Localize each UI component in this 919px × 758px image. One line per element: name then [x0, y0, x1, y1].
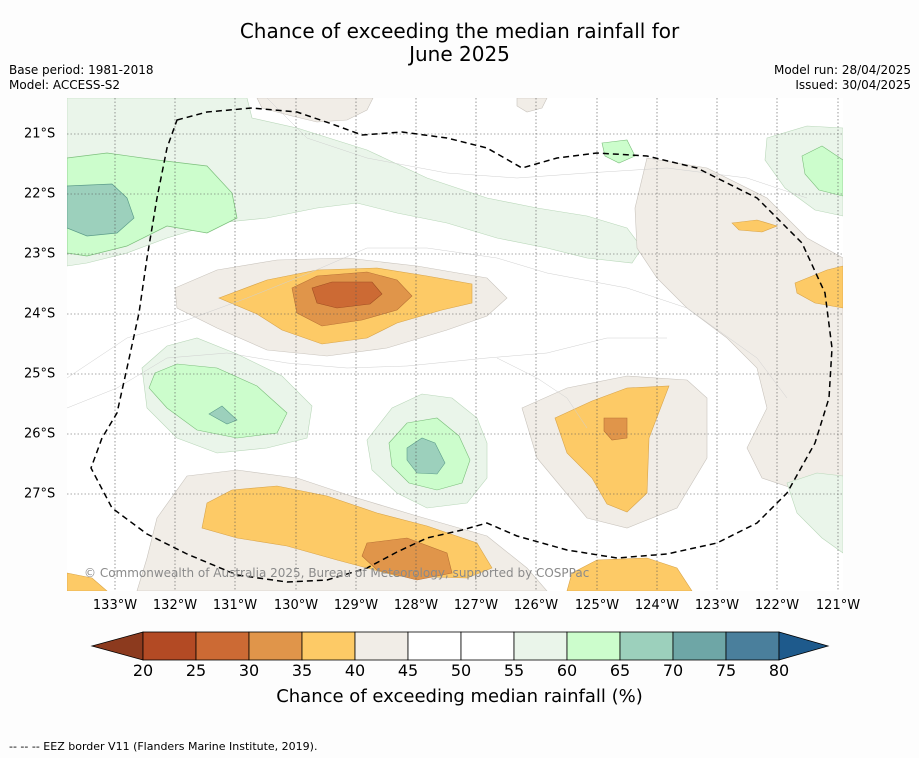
- colorbar-bin: [513, 631, 568, 661]
- region-30-35-east: [603, 417, 628, 441]
- region-35-40-east: [554, 385, 670, 513]
- region-25-30-center: [311, 281, 383, 309]
- region-35-40-east-edge: [794, 265, 843, 309]
- region-35-40-southwest-corner: [67, 572, 108, 591]
- colorbar-bin: [725, 631, 780, 661]
- lon-label: 124°W: [634, 598, 680, 613]
- lon-label: 123°W: [694, 598, 740, 613]
- lat-label: 27°S: [24, 486, 56, 502]
- lat-label: 26°S: [24, 426, 56, 442]
- colorbar-tick: 80: [768, 661, 790, 680]
- lon-label: 126°W: [513, 598, 559, 613]
- colorbar-label: Chance of exceeding median rainfall (%): [276, 686, 643, 707]
- region-40-45-north2: [516, 98, 548, 113]
- colorbar-bin: [248, 631, 303, 661]
- colorbar-bin: [460, 631, 515, 661]
- graticule-meridians: [114, 98, 839, 591]
- lat-label: 23°S: [24, 246, 56, 262]
- lat-label: 21°S: [24, 126, 56, 142]
- lon-label: 129°W: [333, 598, 379, 613]
- lat-label: 24°S: [24, 306, 56, 322]
- colorbar-extend-low: [90, 631, 144, 661]
- colorbar-bin: [354, 631, 409, 661]
- region-65-70-southwest: [208, 405, 238, 425]
- colorbar-tick: 75: [715, 661, 737, 680]
- rainfall-map: [67, 98, 843, 591]
- lat-label: 25°S: [24, 366, 56, 382]
- copyright-credit: © Commonwealth of Australia 2025, Bureau…: [84, 566, 590, 580]
- colorbar-tick: 25: [185, 661, 207, 680]
- region-60-65-southwest: [148, 363, 288, 439]
- colorbar-tick: 60: [556, 661, 578, 680]
- colorbar-tick: 70: [662, 661, 684, 680]
- region-40-45-east-edge: [634, 157, 843, 494]
- map-title: Chance of exceeding the median rainfall …: [0, 20, 919, 66]
- eez-footnote: -- -- -- EEZ border V11 (Flanders Marine…: [9, 740, 318, 753]
- lon-label: 130°W: [273, 598, 319, 613]
- colorbar: [90, 631, 830, 661]
- region-55-60-southeast: [786, 472, 843, 554]
- region-60-65-northeast: [801, 145, 843, 197]
- lon-label: 131°W: [212, 598, 258, 613]
- lon-label: 132°W: [152, 598, 198, 613]
- colorbar-bin: [672, 631, 727, 661]
- model-name: Model: ACCESS-S2: [9, 78, 121, 92]
- colorbar-extend-high: [778, 631, 830, 661]
- lon-label: 128°W: [393, 598, 439, 613]
- contour-lines: [67, 98, 808, 429]
- lon-label: 121°W: [815, 598, 861, 613]
- colorbar-tick: 40: [344, 661, 366, 680]
- colorbar-bin: [301, 631, 356, 661]
- colorbar-bin: [195, 631, 250, 661]
- lon-label: 133°W: [92, 598, 138, 613]
- colorbar-tick: 20: [132, 661, 154, 680]
- colorbar-tick: 45: [397, 661, 419, 680]
- colorbar-bin: [407, 631, 462, 661]
- lat-label: 22°S: [24, 186, 56, 202]
- lon-label: 122°W: [754, 598, 800, 613]
- title-line-2: June 2025: [409, 42, 510, 66]
- base-period: Base period: 1981-2018: [9, 63, 154, 77]
- region-35-40-east-small: [731, 219, 778, 233]
- colorbar-bin: [619, 631, 674, 661]
- region-30-35-south: [361, 537, 453, 581]
- model-run: Model run: 28/04/2025: [773, 63, 911, 77]
- lon-label: 125°W: [574, 598, 620, 613]
- eez-border: [90, 107, 833, 583]
- colorbar-bin: [142, 631, 197, 661]
- right-metadata: Model run: 28/04/2025 Issued: 30/04/2025: [774, 63, 911, 93]
- colorbar-tick: 35: [291, 661, 313, 680]
- colorbar-tick: 55: [503, 661, 525, 680]
- lon-label: 127°W: [453, 598, 499, 613]
- colorbar-tick: 65: [609, 661, 631, 680]
- colorbar-bin: [566, 631, 621, 661]
- colorbar-tick: 50: [450, 661, 472, 680]
- title-line-1: Chance of exceeding the median rainfall …: [239, 19, 680, 43]
- region-65-70-south: [406, 437, 446, 475]
- region-65-70-west: [67, 183, 135, 237]
- issued-date: Issued: 30/04/2025: [795, 78, 911, 92]
- left-metadata: Base period: 1981-2018 Model: ACCESS-S2: [9, 63, 154, 93]
- colorbar-tick: 30: [238, 661, 260, 680]
